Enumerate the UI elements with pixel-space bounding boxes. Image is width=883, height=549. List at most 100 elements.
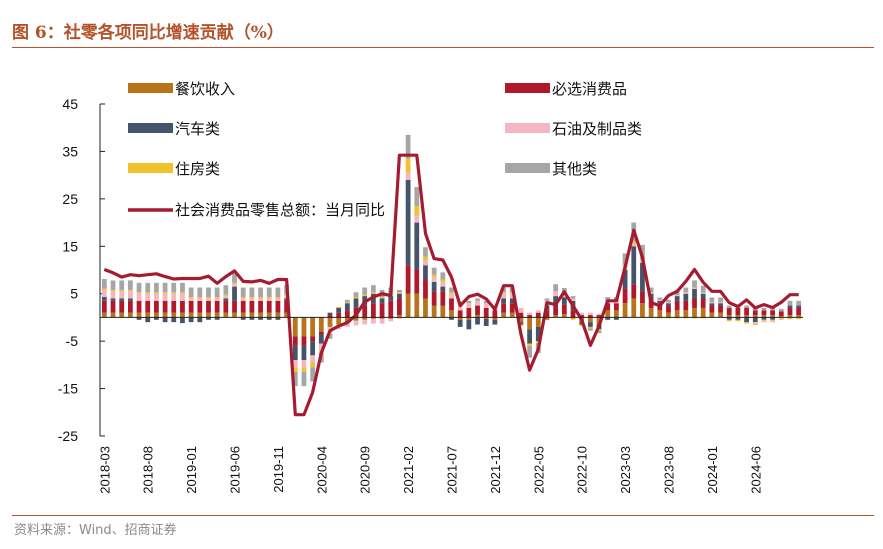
bar-segment-autos [180,317,185,324]
bar-segment-catering [327,317,333,327]
bar-segment-catering [718,312,723,318]
bar-segment-other [214,287,220,298]
bar-segment-other [718,297,723,303]
bar-segment-essentials [249,300,255,313]
bar-segment-catering [318,317,324,332]
bar-segment-oil [240,298,246,301]
legend-swatch [505,163,550,173]
bar-segment-essentials [787,307,793,316]
bar-segment-oil [648,292,654,294]
bar-segment-essentials [466,307,472,318]
bar-segment-other [761,307,767,311]
bar-segment-housing [744,322,749,324]
bar-segment-catering [240,312,246,318]
bar-segment-autos [119,298,125,301]
bar-segment-housing [596,329,602,331]
bar-segment-essentials [483,307,489,318]
bar-segment-autos [154,317,159,320]
bar-segment-oil [414,215,420,223]
bar-segment-other [136,282,142,293]
bar-segment-other [692,280,697,288]
bar-segment-essentials [188,300,194,313]
bar-segment-oil [379,318,385,324]
bar-segment-autos [388,296,394,301]
bar-segment-other [127,280,133,290]
bar-segment-other [423,247,428,257]
bar-segment-essentials [544,310,550,318]
bar-segment-other [397,289,402,293]
bar-segment-oil [266,298,272,301]
legend-label: 必选消费品 [552,80,627,98]
bar-segment-housing [423,256,428,261]
bar-segment-oil [119,291,125,299]
bar-segment-other [553,284,559,292]
bar-segment-housing [258,297,263,299]
bar-segment-essentials [110,300,116,313]
bar-segment-catering [752,315,758,318]
bar-segment-autos [527,329,532,344]
bar-segment-catering [787,315,793,318]
bar-segment-other [180,282,185,293]
bar-segment-other [223,285,229,295]
y-tick-label: 35 [62,143,78,159]
bar-segment-oil [475,300,480,306]
bar-segment-other [440,272,446,280]
bar-segment-autos [449,317,454,320]
bar-segment-autos [136,317,142,320]
bar-segment-autos [674,296,680,301]
bar-segment-oil [145,293,151,301]
bar-segment-oil [440,281,446,287]
bar-segment-other [596,330,602,334]
bar-segment-essentials [561,304,567,315]
bar-segment-housing [154,292,159,294]
bar-segment-other [405,134,411,159]
bar-segment-autos [501,298,506,304]
x-tick-label: 2018-03 [97,446,112,494]
bar-segment-other [778,308,784,312]
x-tick-label: 2021-07 [445,446,460,494]
bar-segment-autos [535,326,541,342]
legend-swatch [128,123,173,133]
bar-segment-autos [700,293,706,299]
bar-segment-essentials [379,303,385,318]
bar-segment-catering [188,312,194,318]
bar-segment-autos [770,317,776,320]
bar-segment-catering [544,317,550,320]
bar-segment-autos [214,317,220,320]
y-tick-label: -25 [58,428,78,444]
bar-segment-catering [249,312,255,318]
bar-segment-housing [379,297,385,299]
bar-segment-other [475,298,480,301]
bar-segment-oil [362,319,368,325]
legend-swatch [505,83,550,93]
bar-segment-catering [336,317,342,325]
bar-segment-autos [475,317,480,325]
bar-segment-catering [492,317,498,320]
bar-segment-autos [631,246,637,285]
bar-segment-oil [214,298,220,301]
bar-segment-oil [509,293,515,299]
bar-segment-other [101,279,107,289]
bar-segment-oil [136,293,142,301]
bar-segment-catering [770,315,776,318]
bar-segment-essentials [240,300,246,313]
bar-segment-essentials [518,312,524,318]
bar-segment-essentials [683,300,689,311]
bar-segment-oil [587,312,593,316]
bar-segment-other [171,282,177,293]
bar-segment-other [275,287,281,298]
bar-segment-essentials [362,305,368,318]
bar-segment-catering [466,317,472,320]
bar-segment-oil [397,317,402,319]
x-tick-label: 2019-06 [228,446,243,494]
bar-segment-essentials [778,311,784,317]
bar-segment-catering [587,317,593,323]
source-note: 资料来源：Wind、招商证券 [14,523,177,538]
bar-segment-autos [275,317,281,320]
bar-segment-housing [310,362,316,368]
bar-segment-other [258,287,263,298]
bar-segment-oil [674,295,680,297]
bar-segment-essentials [640,291,645,304]
bar-segment-essentials [492,310,498,318]
bar-segment-essentials [414,270,420,294]
